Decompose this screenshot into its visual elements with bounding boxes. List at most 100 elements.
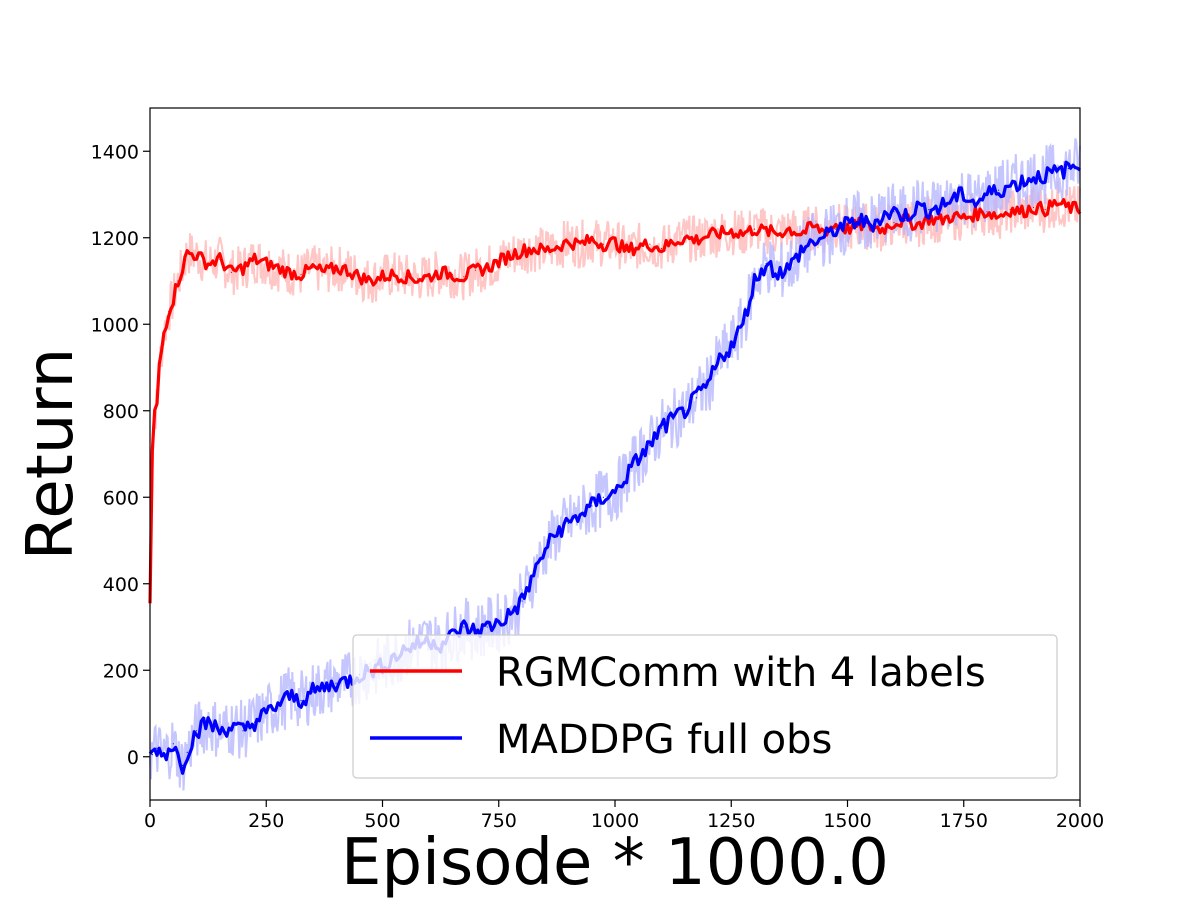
legend-label-maddpg: MADDPG full obs [496,717,832,763]
data-point [998,189,1000,191]
data-point [753,228,756,230]
data-point [742,323,744,325]
data-point [521,250,523,252]
data-point [777,232,779,234]
data-point [823,237,825,239]
data-point [207,263,209,265]
x-tick-label: 2000 [1056,810,1104,832]
y-tick-label: 1200 [91,228,139,250]
data-point [158,366,160,369]
y-tick-label: 1000 [91,314,139,336]
data-point [660,248,663,250]
data-point [893,211,895,213]
x-axis-label: Episode * 1000.0 [341,826,889,900]
data-point [614,241,616,243]
data-point [463,626,465,628]
x-tick-label: 1500 [823,810,871,832]
data-point [168,310,170,312]
data-point [626,250,628,252]
x-tick-label: 250 [248,810,284,832]
data-point [151,453,153,455]
data-point [1009,185,1011,187]
data-point [579,513,581,516]
data-point [939,219,942,221]
data-point [440,271,442,273]
series-line [148,198,1082,604]
data-point [974,202,977,204]
data-point [905,219,907,221]
data-point [649,243,651,245]
data-point [835,228,837,230]
data-point [579,243,581,245]
data-point [168,749,170,751]
data-point [881,228,884,230]
data-point [788,228,791,230]
y-tick-label: 800 [103,401,139,423]
data-point [707,235,709,237]
data-point [939,206,942,209]
data-point [186,751,188,754]
data-point [521,600,523,602]
data-point [1032,176,1035,178]
data-point [230,725,232,728]
data-point [719,232,721,234]
data-point [242,267,244,269]
data-point [533,248,535,250]
data-point [335,682,337,684]
data-point [300,699,302,702]
data-point [986,193,988,196]
series-lines [148,160,1082,775]
axis-ticks: 0 250 500 750 1000 1250 1500 1750 2000 0 200 400 600… [91,141,1105,832]
data-point [730,230,732,232]
data-point [463,276,465,278]
x-tick-label: 1000 [591,810,639,832]
data-point [277,704,279,706]
data-point [695,239,698,241]
data-point [509,613,511,615]
data-point [1056,202,1058,204]
data-point [626,475,628,477]
data-point [963,217,965,219]
y-tick-label: 200 [103,660,139,682]
x-tick-label: 1750 [940,810,988,832]
data-point [498,622,500,624]
y-tick-label: 1400 [91,141,139,163]
data-point [219,258,221,260]
data-point [800,232,802,234]
data-point [765,230,767,232]
data-point [672,241,674,243]
data-point [602,496,605,498]
data-point [730,345,732,347]
y-tick-label: 600 [103,487,139,509]
data-point [684,410,686,412]
data-point [312,691,314,693]
data-point [777,271,779,273]
data-point [154,749,156,751]
data-point [544,250,546,252]
data-point [370,280,372,282]
data-point [486,267,488,269]
data-point [684,237,686,239]
data-point [381,276,384,278]
data-point [916,224,918,226]
data-point [1021,180,1023,183]
data-point [951,198,953,200]
data-point [858,219,860,221]
data-point [591,239,593,241]
data-point [846,228,849,230]
data-point [707,384,709,386]
legend: RGMComm with 4 labels MADDPG full obs [352,634,1058,779]
data-point [567,241,570,243]
data-point [288,271,291,273]
y-axis-label: Return [14,348,88,560]
data-point [835,224,837,226]
data-point [928,209,930,211]
data-point [556,245,558,247]
data-point [177,756,179,758]
data-point [219,730,221,732]
data-point [312,267,314,269]
data-point [151,754,153,756]
data-point [416,278,418,280]
data-point [451,273,453,276]
